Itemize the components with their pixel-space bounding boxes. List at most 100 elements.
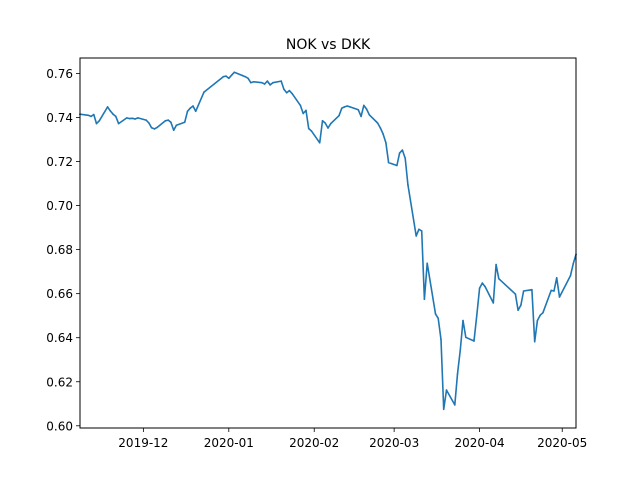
data-point — [327, 127, 329, 129]
data-point — [128, 117, 131, 120]
x-tick-label: 2019-12 — [118, 436, 168, 450]
data-point — [230, 74, 233, 76]
data-point — [550, 289, 552, 292]
data-point — [95, 122, 98, 125]
chart-title: NOK vs DKK — [286, 37, 371, 53]
data-point — [404, 157, 407, 159]
data-point — [137, 117, 139, 119]
data-point — [87, 114, 90, 117]
data-point — [310, 130, 313, 132]
data-point — [244, 75, 247, 78]
series-line — [79, 71, 577, 411]
data-point — [349, 106, 351, 108]
y-tick-label: 0.64 — [46, 331, 73, 345]
data-point — [553, 290, 555, 292]
data-point — [542, 312, 544, 314]
data-point — [398, 152, 401, 154]
x-axis: 2019-12 2020-01 2020-02 2020-03 2020-04 2020-… — [118, 428, 587, 450]
data-point — [203, 91, 205, 93]
data-point — [131, 117, 134, 120]
data-point — [514, 293, 517, 295]
data-point — [442, 408, 445, 411]
data-point — [459, 349, 462, 351]
data-point — [109, 110, 112, 112]
data-point — [186, 110, 189, 113]
data-point — [145, 119, 147, 121]
data-point — [90, 115, 92, 118]
data-point — [495, 263, 497, 266]
data-point — [368, 114, 371, 116]
data-point — [288, 89, 291, 92]
data-point — [263, 83, 266, 85]
data-point — [285, 92, 288, 94]
data-point — [539, 314, 541, 317]
data-point — [481, 282, 484, 284]
data-point — [192, 105, 194, 107]
data-point — [291, 92, 294, 95]
y-axis: 0.60 0.62 0.64 0.66 0.68 0.70 0.72 0.74 0.76 — [46, 67, 80, 433]
data-point — [269, 84, 271, 86]
data-point — [189, 107, 191, 109]
data-point — [456, 373, 459, 375]
data-point — [420, 230, 423, 232]
data-point — [93, 113, 95, 116]
data-point — [117, 122, 120, 125]
x-tick-label: 2020-02 — [289, 436, 339, 450]
x-tick-label: 2020-03 — [369, 436, 419, 450]
y-tick-label: 0.60 — [46, 419, 73, 433]
data-point — [324, 122, 327, 124]
data-point — [415, 235, 418, 237]
data-point — [418, 228, 420, 231]
data-point — [222, 75, 225, 78]
data-point — [426, 262, 429, 265]
data-point — [250, 81, 252, 84]
data-point — [283, 88, 285, 91]
y-tick-label: 0.66 — [46, 287, 73, 301]
y-tick-label: 0.70 — [46, 199, 73, 213]
data-point — [492, 302, 495, 304]
data-point — [423, 298, 426, 301]
data-point — [363, 104, 365, 107]
data-point — [478, 287, 481, 289]
data-point — [148, 122, 150, 124]
x-tick-label: 2020-01 — [204, 436, 254, 450]
data-point — [379, 127, 382, 129]
data-point — [183, 121, 186, 124]
data-point — [473, 340, 475, 342]
data-point — [164, 120, 167, 122]
data-point — [170, 121, 172, 124]
data-point — [172, 129, 175, 131]
data-point — [476, 314, 478, 317]
data-point — [228, 77, 230, 80]
data-point — [555, 277, 558, 279]
data-point — [346, 105, 349, 107]
data-point — [241, 74, 244, 77]
data-point — [112, 113, 114, 115]
data-point — [338, 114, 340, 117]
data-point — [440, 338, 442, 341]
data-point — [357, 109, 360, 111]
data-point — [266, 80, 269, 82]
data-point — [520, 304, 522, 306]
data-point — [365, 108, 368, 110]
data-point — [307, 127, 310, 130]
data-point — [134, 118, 136, 120]
data-point — [454, 404, 456, 406]
data-point — [498, 277, 500, 280]
data-point — [98, 120, 101, 122]
data-point — [299, 104, 302, 107]
data-point — [343, 106, 346, 108]
data-point — [330, 122, 332, 125]
data-point — [517, 309, 519, 312]
y-tick-label: 0.62 — [46, 375, 73, 389]
data-point — [462, 319, 464, 322]
data-point — [115, 115, 117, 118]
data-point — [533, 340, 536, 343]
data-point — [341, 107, 343, 109]
data-point — [569, 274, 572, 277]
data-point — [401, 149, 404, 151]
data-point — [360, 115, 362, 118]
data-point — [387, 161, 390, 164]
data-point — [247, 77, 249, 80]
